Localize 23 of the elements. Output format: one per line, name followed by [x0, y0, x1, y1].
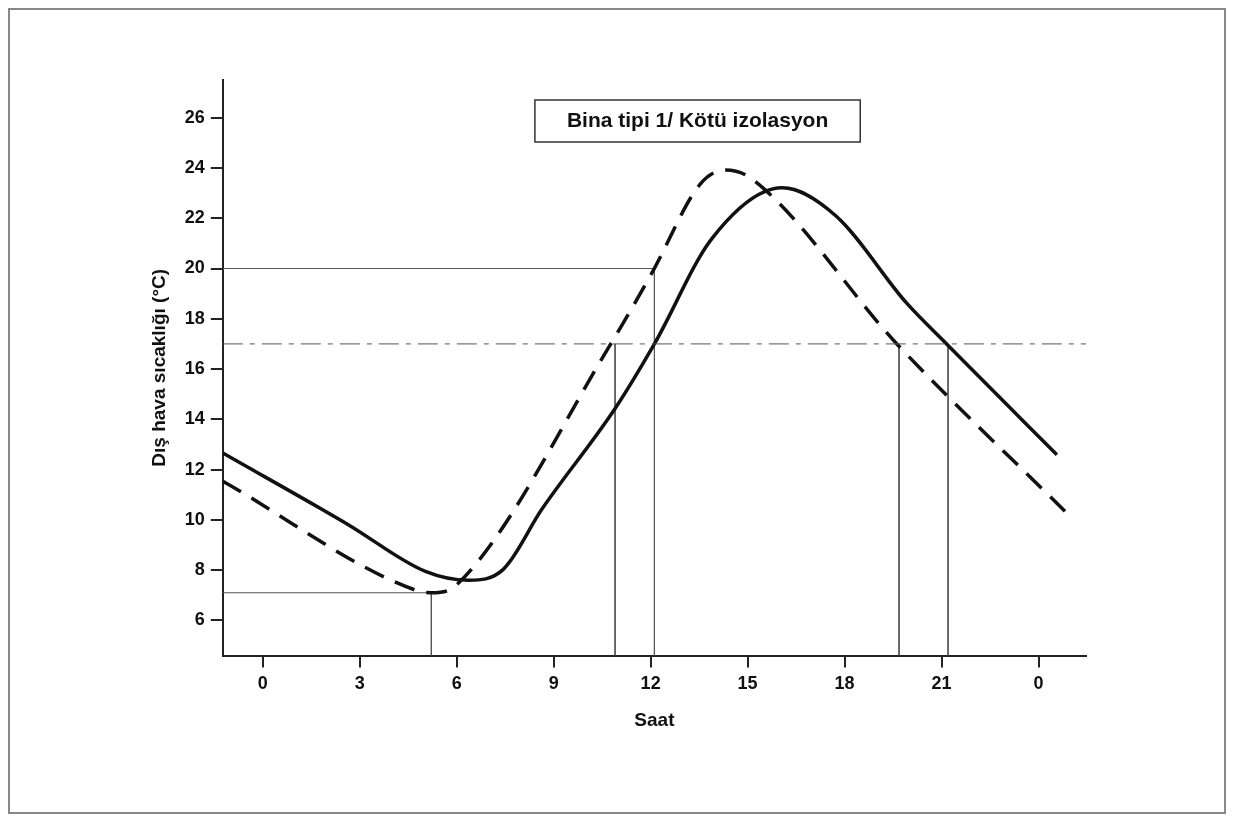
x-tick-label: 0 [1033, 673, 1044, 694]
y-tick-label: 22 [184, 207, 205, 228]
y-axis-title: Dış hava sıcaklığı (°C) [147, 268, 169, 467]
x-tick-label: 3 [354, 673, 365, 694]
y-tick-label: 8 [194, 559, 205, 580]
y-tick-label: 16 [184, 358, 205, 379]
x-axis-title: Saat [634, 708, 676, 730]
y-tick-label: 26 [184, 106, 205, 127]
text: Bina tipi 1/ Kötü izolasyon [566, 107, 829, 131]
x-tick-label: 6 [451, 673, 462, 694]
y-tick-label: 24 [184, 156, 205, 177]
x-tick-label: 12 [640, 673, 661, 694]
x-tick-label: 0 [257, 673, 268, 694]
y-tick-label: 10 [184, 508, 205, 529]
y-tick-label: 20 [184, 257, 205, 278]
y-tick-label: 18 [184, 307, 205, 328]
y-tick-label: 6 [194, 609, 205, 630]
y-tick-label: 14 [184, 408, 205, 429]
y-tick-label: 12 [184, 458, 205, 479]
x-tick-label: 15 [737, 673, 758, 694]
x-tick-label: 9 [548, 673, 559, 694]
x-tick-label: 21 [931, 673, 952, 694]
x-tick-label: 18 [834, 673, 855, 694]
